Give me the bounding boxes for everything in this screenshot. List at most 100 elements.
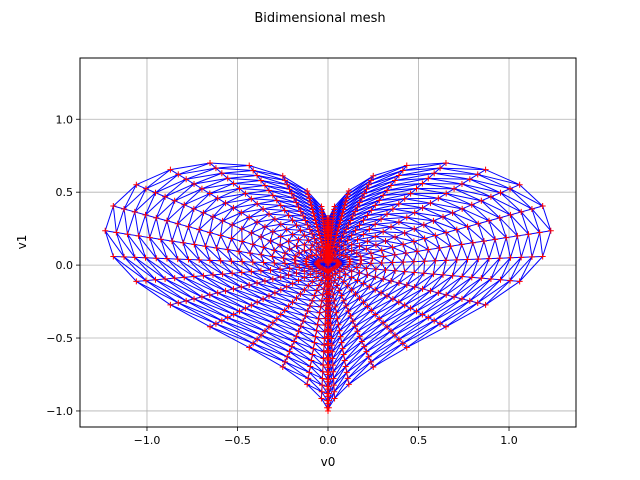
mesh-vertex (348, 286, 355, 293)
mesh-edge (386, 284, 408, 297)
mesh-edge (221, 170, 254, 174)
mesh-edge (298, 330, 315, 344)
mesh-edge (363, 180, 396, 195)
mesh-vertex (435, 195, 442, 202)
mesh-edge (363, 292, 382, 303)
mesh-edge (383, 193, 411, 196)
mesh-edge (333, 366, 347, 386)
mesh-vertex (403, 214, 410, 221)
mesh-vertex (482, 301, 489, 308)
mesh-vertex (212, 320, 219, 327)
mesh-edge (366, 179, 396, 190)
mesh-edge (256, 282, 281, 291)
mesh-edge (416, 188, 447, 195)
mesh-edge (123, 256, 156, 281)
mesh-vertex (363, 246, 370, 253)
mesh-edge (256, 221, 266, 228)
mesh-vertex (420, 270, 427, 277)
mesh-vertex (334, 282, 341, 289)
mesh-vertex (330, 382, 337, 389)
mesh-edge (193, 298, 228, 318)
mesh-edge (227, 249, 243, 263)
mesh-edge (332, 360, 346, 373)
mesh-edge (461, 204, 472, 210)
mesh-edge (123, 184, 137, 210)
mesh-edge (321, 384, 328, 394)
mesh-edge (241, 221, 258, 230)
mesh-edge (222, 207, 234, 222)
mesh-vertex (230, 285, 237, 292)
mesh-vertex (354, 236, 361, 243)
mesh-vertex (507, 254, 514, 261)
mesh-vertex (210, 213, 217, 220)
mesh-vertex (525, 231, 532, 238)
mesh-edge (193, 244, 200, 261)
mesh-vertex (328, 335, 335, 342)
mesh-vertex (320, 355, 327, 362)
mesh-vertex (309, 266, 316, 273)
mesh-edge (203, 275, 234, 290)
mesh-edge (332, 354, 345, 373)
mesh-edge (286, 286, 305, 291)
mesh-vertex (286, 246, 293, 253)
mesh-vertex (131, 208, 138, 215)
mesh-vertex (528, 205, 535, 212)
mesh-edge (519, 184, 544, 207)
mesh-edge (174, 277, 211, 296)
mesh-edge (256, 338, 290, 353)
mesh-vertex (142, 211, 149, 218)
mesh-vertex (230, 180, 237, 187)
mesh-edge (149, 237, 157, 259)
mesh-edge (264, 184, 292, 195)
mesh-vertex (273, 197, 280, 204)
mesh-vertex (348, 268, 355, 275)
mesh-edge (321, 391, 328, 401)
mesh-edge (359, 189, 388, 204)
mesh-edge (461, 244, 468, 260)
mesh-edge (257, 301, 285, 311)
mesh-vertex (380, 253, 387, 260)
mesh-edge (304, 277, 313, 283)
mesh-edge (402, 167, 441, 172)
mesh-edge (245, 189, 269, 195)
mesh-edge (263, 204, 281, 210)
mesh-edge (469, 278, 492, 302)
mesh-edge (341, 229, 356, 239)
mesh-edge (155, 174, 179, 194)
mesh-edge (296, 297, 311, 307)
mesh-vertex (258, 251, 265, 258)
mesh-edge (217, 197, 226, 204)
mesh-vertex (425, 314, 432, 321)
mesh-edge (188, 259, 204, 277)
mesh-edge (134, 257, 156, 281)
mesh-vertex (277, 233, 284, 240)
mesh-edge (309, 228, 320, 236)
mesh-edge (392, 207, 423, 210)
mesh-edge (379, 193, 411, 201)
mesh-vertex (269, 192, 276, 199)
mesh-vertex (285, 212, 292, 219)
mesh-vertex (400, 241, 407, 248)
mesh-edge (404, 304, 411, 309)
mesh-edge (263, 247, 273, 257)
mesh-edge (134, 256, 166, 280)
chart-title: Bidimensional mesh (254, 11, 385, 26)
mesh-edge (367, 268, 377, 276)
mesh-edge (386, 213, 407, 218)
mesh-vertex (261, 182, 268, 189)
mesh-edge (430, 274, 444, 292)
mesh-edge (382, 270, 396, 280)
mesh-edge (166, 200, 176, 221)
mesh-vertex (378, 247, 385, 254)
mesh-vertex (152, 276, 159, 283)
mesh-vertex (325, 407, 331, 414)
mesh-edge (174, 183, 195, 202)
mesh-vertex (352, 227, 359, 234)
mesh-edge (413, 228, 425, 239)
mesh-vertex (246, 344, 253, 351)
mesh-edge (263, 240, 271, 248)
mesh-edge (374, 200, 380, 206)
mesh-edge (343, 336, 361, 355)
mesh-edge (414, 207, 423, 214)
mesh-edge (445, 232, 462, 245)
